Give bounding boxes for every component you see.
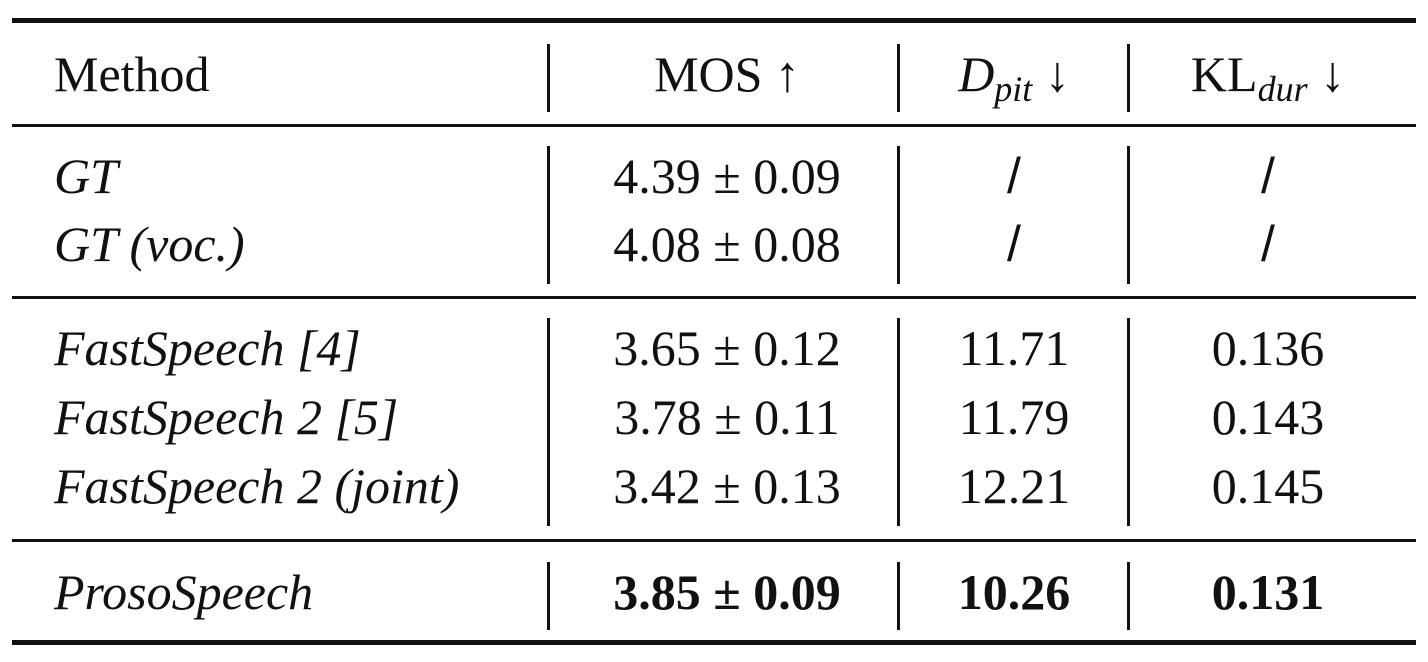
header-kl-sub: dur: [1257, 69, 1308, 109]
column-separator: [1127, 146, 1130, 284]
column-separator: [897, 146, 900, 284]
column-separator: [897, 318, 900, 526]
row-mos: 3.65 ± 0.12: [613, 320, 841, 376]
row-mos: 4.39 ± 0.09: [613, 148, 841, 204]
row-mos: 4.08 ± 0.08: [613, 216, 841, 272]
column-separator: [547, 44, 550, 112]
row-kl: 0.145: [1211, 458, 1325, 514]
row-method: FastSpeech [4]: [54, 320, 361, 376]
row-dpit: /: [1007, 216, 1021, 272]
row-mos: 3.78 ± 0.11: [614, 389, 840, 445]
bottom-rule: [12, 640, 1416, 645]
header-kl-arrow: ↓: [1307, 46, 1346, 102]
column-separator: [1127, 562, 1130, 630]
column-separator: [897, 562, 900, 630]
row-kl-best: 0.131: [1211, 564, 1325, 620]
column-separator: [547, 318, 550, 526]
row-dpit: /: [1007, 148, 1021, 204]
row-mos-best: 3.85 ± 0.09: [613, 564, 841, 620]
header-dpit: Dpit ↓: [903, 44, 1125, 119]
row-method: FastSpeech 2 [5]: [54, 389, 399, 445]
row-method: GT: [54, 148, 118, 204]
row-kl: 0.136: [1211, 320, 1325, 376]
header-dpit-main: D: [958, 46, 995, 102]
row-dpit: 11.71: [958, 320, 1070, 376]
column-separator: [547, 146, 550, 284]
header-mos: MOS ↑: [654, 46, 800, 102]
row-method: ProsoSpeech: [54, 564, 314, 620]
header-kl: KLdur ↓: [1133, 44, 1403, 119]
group-rule-1: [12, 296, 1416, 299]
group-rule-2: [12, 539, 1416, 542]
column-separator: [1127, 44, 1130, 112]
header-dpit-sub: pit: [994, 69, 1033, 109]
column-separator: [897, 44, 900, 112]
row-mos: 3.42 ± 0.13: [613, 458, 841, 514]
row-method: GT (voc.): [54, 216, 245, 272]
row-kl: /: [1261, 216, 1275, 272]
row-kl: 0.143: [1211, 389, 1325, 445]
header-rule: [12, 124, 1416, 127]
header-method: Method: [54, 46, 210, 102]
header-dpit-arrow: ↓: [1032, 46, 1070, 102]
row-kl: /: [1261, 148, 1275, 204]
top-rule: [12, 18, 1416, 23]
column-separator: [547, 562, 550, 630]
column-separator: [1127, 318, 1130, 526]
row-dpit: 11.79: [958, 389, 1070, 445]
header-kl-main: KL: [1190, 46, 1258, 102]
row-method: FastSpeech 2 (joint): [54, 458, 460, 514]
row-dpit: 12.21: [957, 458, 1071, 514]
row-dpit-best: 10.26: [957, 564, 1071, 620]
